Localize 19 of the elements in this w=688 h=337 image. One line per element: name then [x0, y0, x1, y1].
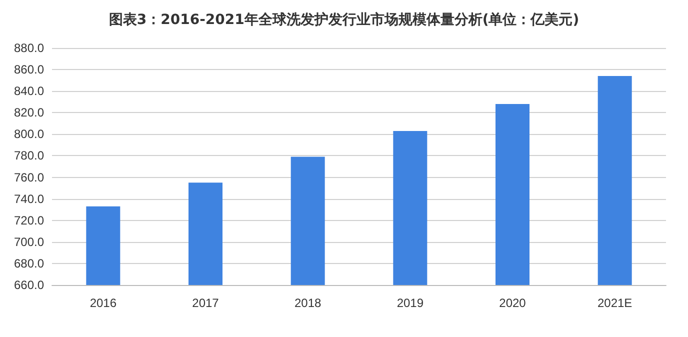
y-tick-label: 720.0 [14, 213, 44, 228]
y-tick-label: 700.0 [14, 234, 44, 249]
y-tick-label: 660.0 [14, 278, 44, 292]
y-tick-label: 680.0 [14, 256, 44, 270]
y-tick-label: 840.0 [14, 84, 44, 98]
x-tick-label: 2016 [90, 296, 117, 310]
x-tick-label: 2021E [597, 296, 632, 310]
y-tick-label: 800.0 [14, 127, 44, 142]
y-tick-label: 820.0 [14, 106, 44, 120]
x-tick-label: 2019 [396, 296, 424, 310]
chart-title: 图表3：2016-2021年全球洗发护发行业市场规模体量分析(单位：亿美元) [108, 11, 580, 28]
y-tick-label: 760.0 [14, 170, 44, 184]
x-tick-label: 2020 [499, 296, 526, 310]
x-tick-label: 2017 [192, 296, 220, 310]
y-tick-label: 740.0 [14, 192, 44, 206]
y-tick-label: 860.0 [14, 62, 44, 77]
y-tick-label: 780.0 [14, 148, 44, 163]
x-tick-label: 2018 [294, 296, 322, 310]
y-tick-label: 880.0 [14, 41, 44, 55]
